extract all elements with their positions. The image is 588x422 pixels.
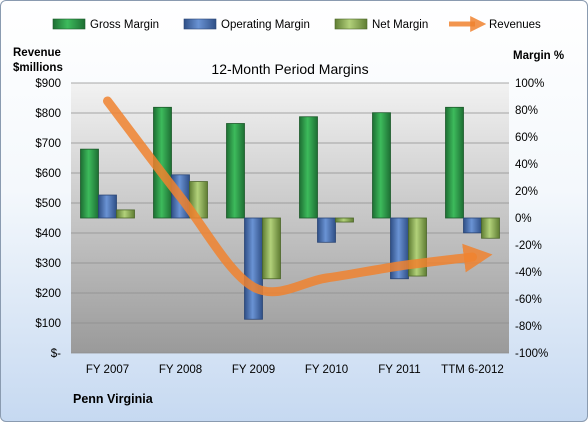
- gross-margin-bar: [372, 112, 391, 219]
- right-axis-tick-label: 20%: [515, 186, 538, 198]
- category-label: FY 2009: [232, 364, 275, 376]
- left-axis-title-line1: Revenue: [13, 47, 61, 59]
- right-axis-tick-label: 40%: [515, 159, 538, 171]
- legend-item-revenues: Revenues: [449, 15, 541, 33]
- operating-margin-bar: [244, 217, 263, 320]
- operating-margin-bar: [317, 217, 336, 243]
- left-axis-tick-label: $700: [35, 138, 61, 150]
- legend-item-operating-margin: Operating Margin: [183, 18, 310, 31]
- right-axis-tick-label: -80%: [515, 321, 542, 333]
- left-axis-tick-label: $300: [35, 258, 61, 270]
- left-axis-title-line2: $millions: [13, 62, 63, 74]
- right-axis-tick-label: 80%: [515, 105, 538, 117]
- left-axis-tick-label: $800: [35, 108, 61, 120]
- chart-title: 12-Month Period Margins: [211, 61, 368, 77]
- gridlines: [71, 82, 509, 354]
- right-axis-tick-label: 0%: [515, 213, 532, 225]
- left-axis-tick-label: $-: [51, 348, 61, 360]
- right-axis-tick-label: 100%: [515, 78, 544, 90]
- plot-area: [71, 83, 509, 353]
- revenue-line-series: [103, 96, 493, 297]
- gross-margin-bar: [80, 148, 99, 219]
- left-axis-tick-label: $900: [35, 78, 61, 90]
- category-label: FY 2010: [305, 364, 348, 376]
- right-axis-tick-label: -20%: [515, 240, 542, 252]
- legend-label-net-margin: Net Margin: [372, 19, 428, 31]
- revenue-line: [103, 96, 493, 297]
- left-axis-tick-label: $400: [35, 228, 61, 240]
- legend-item-gross-margin: Gross Margin: [52, 18, 159, 31]
- net-margin-bar: [335, 217, 354, 223]
- company-label: Penn Virginia: [73, 392, 154, 406]
- category-label: FY 2008: [159, 364, 202, 376]
- net-margin-bar: [481, 217, 500, 239]
- legend-item-net-margin: Net Margin: [334, 18, 428, 31]
- operating-margin-bar: [463, 217, 482, 234]
- right-axis-ticks: -100% -80% -60% -40% -20% 0% 20% 40% 60% 80% 100%: [515, 78, 548, 360]
- category-axis-labels: FY 2007 FY 2008 FY 2009 FY 2010 FY 2011 TTM 6…: [86, 364, 504, 376]
- legend-label-revenues: Revenues: [489, 19, 541, 31]
- operating-margin-bar: [98, 194, 117, 219]
- gross-margin-bar: [445, 106, 464, 219]
- gross-margin-bar: [226, 123, 245, 219]
- left-axis-tick-label: $100: [35, 318, 61, 330]
- left-axis-tick-label: $200: [35, 288, 61, 300]
- category-label: FY 2007: [86, 364, 129, 376]
- legend-label-operating-margin: Operating Margin: [221, 19, 310, 31]
- right-axis-title: Margin %: [513, 50, 564, 62]
- net-margin-bar: [262, 217, 281, 280]
- right-axis-tick-label: -40%: [515, 267, 542, 279]
- right-axis-tick-label: 60%: [515, 132, 538, 144]
- net-margin-bar: [116, 209, 135, 219]
- category-label: FY 2011: [378, 364, 420, 376]
- left-axis-tick-label: $600: [35, 168, 61, 180]
- right-axis-tick-label: -100%: [515, 348, 548, 360]
- right-axis-tick-label: -60%: [515, 294, 542, 306]
- gross-margin-bar: [299, 116, 318, 219]
- category-label: TTM 6-2012: [441, 364, 504, 376]
- legend: Gross Margin Operating Margin Net Margin…: [52, 15, 541, 33]
- legend-label-gross-margin: Gross Margin: [90, 19, 159, 31]
- left-axis-ticks: $- $100 $200 $300 $400 $500 $600 $700 $800 $900: [35, 78, 61, 360]
- left-axis-tick-label: $500: [35, 198, 61, 210]
